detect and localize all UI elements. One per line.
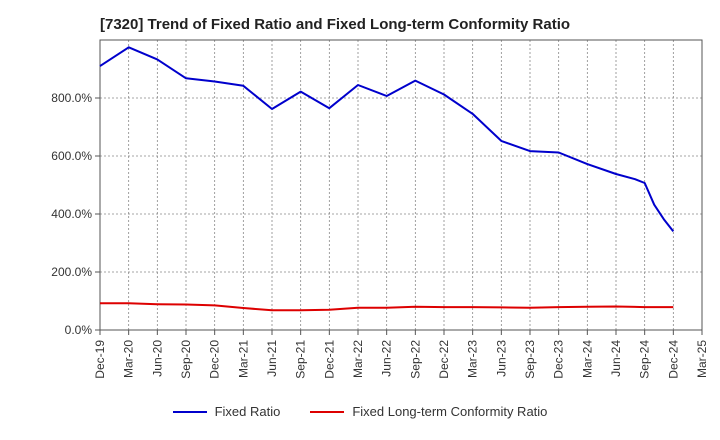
x-tick-label: Mar-25 <box>695 340 709 378</box>
x-tick-label: Sep-23 <box>523 340 537 379</box>
x-tick-label: Dec-24 <box>666 340 680 379</box>
y-tick-label: 200.0% <box>51 265 92 279</box>
legend-label-fixed-long-term-conformity-ratio: Fixed Long-term Conformity Ratio <box>352 404 548 419</box>
legend-swatch-fixed-long-term-conformity-ratio <box>310 410 345 413</box>
x-tick-label: Dec-23 <box>552 340 566 379</box>
x-tick-label: Dec-21 <box>322 340 336 379</box>
x-tick-label: Mar-20 <box>122 340 136 378</box>
chart-legend: Fixed Ratio Fixed Long-term Conformity R… <box>0 404 720 419</box>
y-tick-label: 800.0% <box>51 91 92 105</box>
x-tick-label: Jun-24 <box>609 340 623 377</box>
x-tick-label: Dec-20 <box>208 340 222 379</box>
legend-swatch-fixed-ratio <box>172 410 207 413</box>
legend-label-fixed-ratio: Fixed Ratio <box>214 404 281 419</box>
x-tick-label: Jun-22 <box>380 340 394 377</box>
series-lines <box>99 46 675 312</box>
x-tick-label: Jun-21 <box>265 340 279 377</box>
grid-lines <box>100 40 702 330</box>
y-tick-label: 0.0% <box>65 323 93 337</box>
fixed-ratio-line <box>99 46 675 233</box>
x-tick-label: Mar-22 <box>351 340 365 378</box>
x-axis-ticks: Dec-19 Mar-20 Jun-20 Sep-20 Dec-20 Mar-21 Jun-… <box>93 330 709 379</box>
x-tick-label: Sep-22 <box>408 340 422 379</box>
legend-item-fixed-long-term-conformity-ratio: Fixed Long-term Conformity Ratio <box>310 404 547 419</box>
x-tick-label: Mar-24 <box>580 340 594 378</box>
fixed-long-term-conformity-ratio-line <box>100 302 674 312</box>
x-tick-label: Mar-21 <box>236 340 250 378</box>
x-tick-label: Jun-20 <box>150 340 164 377</box>
y-tick-label: 600.0% <box>51 149 92 163</box>
x-tick-label: Sep-21 <box>294 340 308 379</box>
x-tick-label: Sep-20 <box>179 340 193 379</box>
axes <box>99 39 703 331</box>
y-tick-label: 400.0% <box>51 207 92 221</box>
x-tick-label: Sep-24 <box>638 340 652 379</box>
chart-title: [7320] Trend of Fixed Ratio and Fixed Lo… <box>100 16 571 33</box>
x-tick-label: Dec-19 <box>93 340 107 379</box>
legend-item-fixed-ratio: Fixed Ratio <box>172 404 281 419</box>
x-tick-label: Dec-22 <box>437 340 451 379</box>
plot-frame <box>99 39 703 331</box>
x-tick-label: Mar-23 <box>466 340 480 378</box>
x-tick-label: Jun-23 <box>494 340 508 377</box>
y-axis-ticks: 0.0% 200.0% 400.0% 600.0% 800.0% <box>51 91 100 337</box>
